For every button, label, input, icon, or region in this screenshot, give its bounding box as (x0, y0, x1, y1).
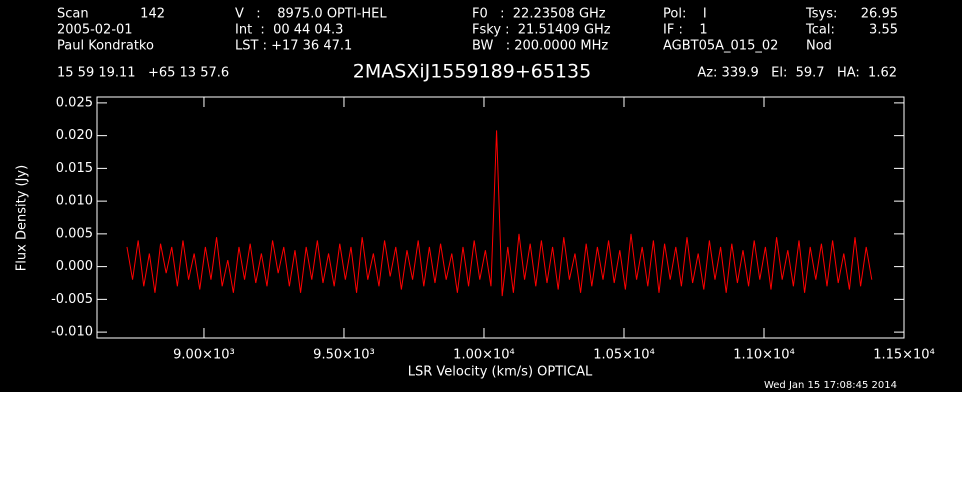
x-tick-label: 1.10×10⁴ (733, 348, 795, 363)
header-field: IF : 1 (663, 23, 708, 38)
x-tick-label: 1.15×10⁴ (873, 348, 935, 363)
header-field: 15 59 19.11 +65 13 57.6 (57, 66, 229, 81)
header-field: BW : 200.0000 MHz (472, 39, 608, 54)
header-field: Pol: I (663, 7, 707, 22)
header-field: LST : +17 36 47.1 (235, 39, 352, 54)
y-axis-label: Flux Density (Jy) (15, 165, 30, 271)
timestamp: Wed Jan 15 17:08:45 2014 (764, 380, 897, 391)
header-field: Fsky : 21.51409 GHz (472, 23, 611, 38)
chart-title: 2MASXiJ1559189+65135 (353, 61, 591, 83)
header-field: 26.95 (861, 7, 898, 22)
plot-frame (96, 96, 905, 339)
x-tick-label: 9.00×10³ (173, 348, 235, 363)
y-tick-label: 0.020 (56, 128, 93, 143)
spectrum-line (126, 130, 873, 297)
header-field: 142 (140, 7, 165, 22)
y-tick-label: -0.010 (51, 325, 93, 340)
header-field: Scan (57, 7, 89, 22)
header-field: Tsys: (805, 7, 837, 22)
x-tick-label: 1.05×10⁴ (593, 348, 655, 363)
x-tick-label: 9.50×10³ (313, 348, 375, 363)
header-field: V : 8975.0 OPTI-HEL (235, 7, 387, 22)
y-tick-label: 0.000 (56, 259, 93, 274)
y-tick-label: 0.025 (56, 95, 93, 110)
x-axis-label: LSR Velocity (km/s) OPTICAL (408, 365, 593, 380)
header-field: Tcal: (805, 23, 835, 38)
y-tick-label: 0.010 (56, 194, 93, 209)
y-tick-label: -0.005 (51, 292, 93, 307)
y-tick-label: 0.005 (56, 226, 93, 241)
header-field: AGBT05A_015_02 (663, 39, 778, 54)
header-field: 3.55 (869, 23, 898, 38)
x-tick-label: 1.00×10⁴ (453, 348, 515, 363)
header-field: Paul Kondratko (57, 39, 154, 54)
header-field: 2005-02-01 (57, 23, 133, 38)
y-tick-label: 0.015 (56, 161, 93, 176)
header-field: F0 : 22.23508 GHz (472, 7, 606, 22)
header-field: Az: 339.9 El: 59.7 HA: 1.62 (697, 66, 897, 81)
header-field: Int : 00 44 04.3 (235, 23, 343, 38)
background (0, 0, 962, 392)
header-field: Nod (806, 39, 832, 54)
